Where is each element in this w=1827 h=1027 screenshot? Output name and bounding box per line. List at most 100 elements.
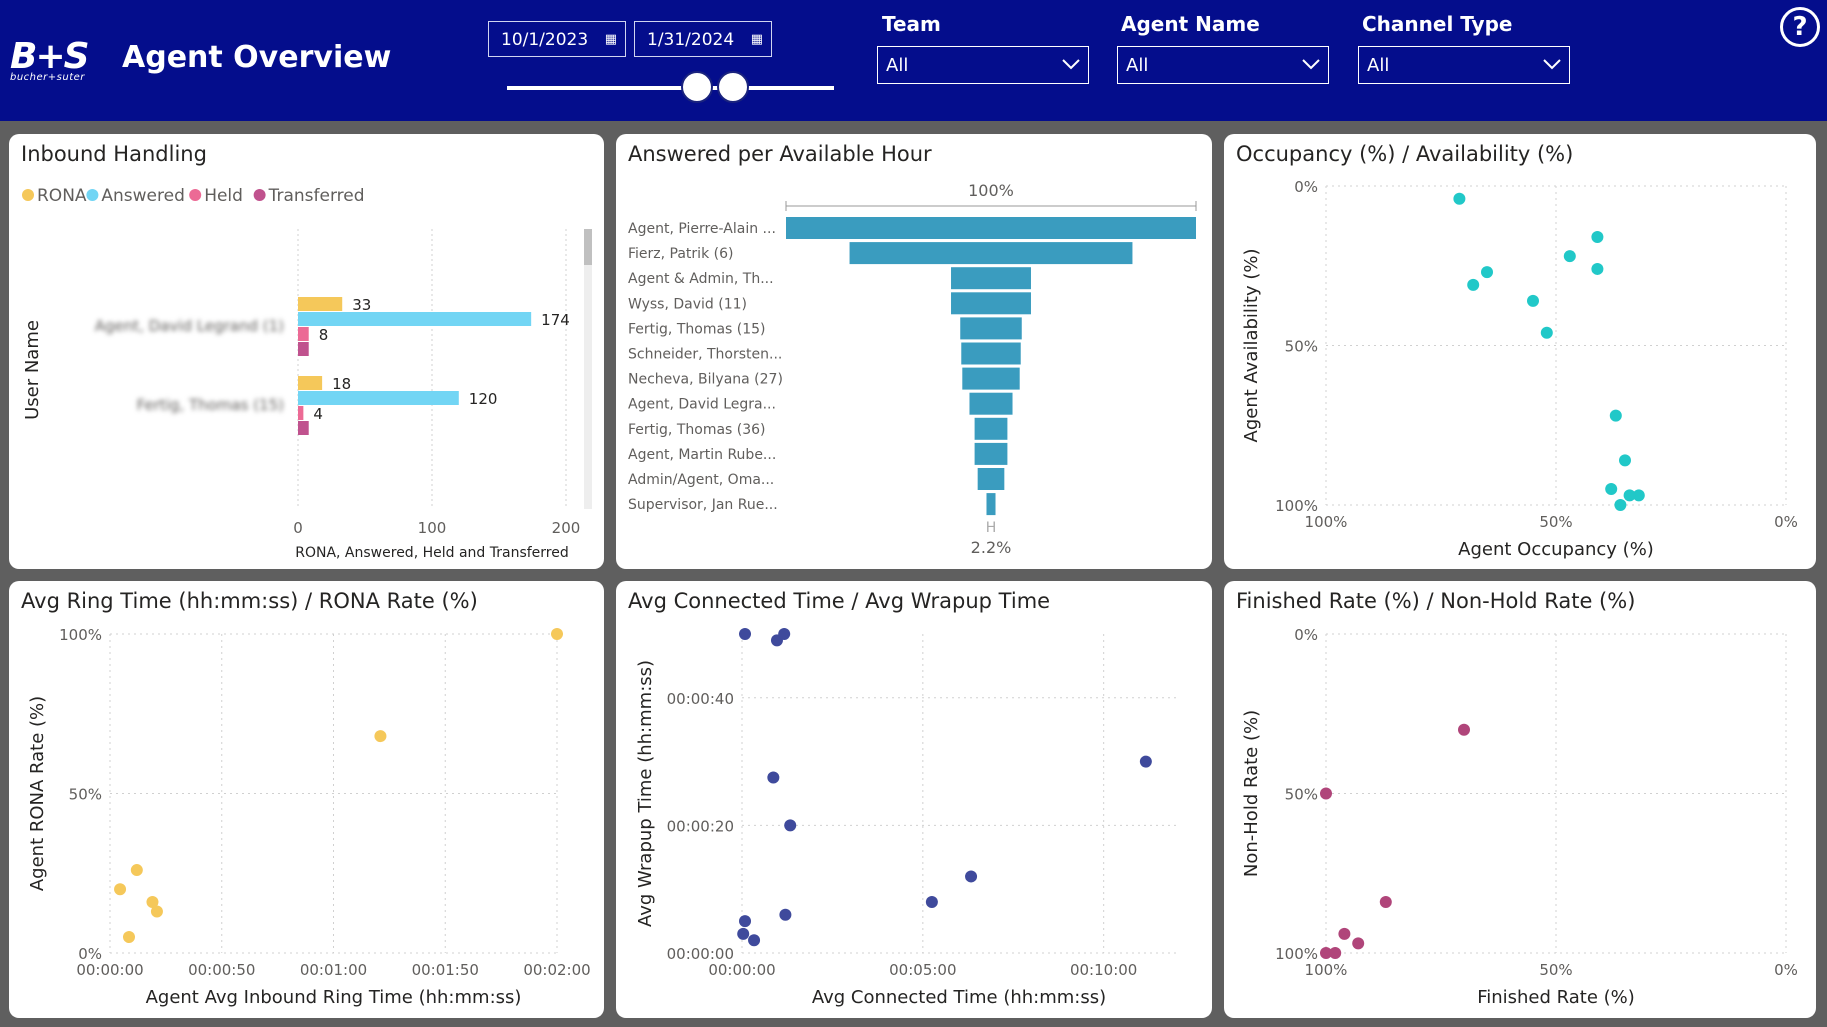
card-title: Answered per Available Hour [628, 142, 932, 166]
funnel-bar [969, 392, 1013, 415]
channel-type-filter-dropdown[interactable]: All [1358, 46, 1570, 84]
data-point [1591, 231, 1604, 244]
funnel-category-label: Supervisor, Jan Rue... [628, 497, 778, 513]
inbound-handling-card: Inbound Handling RONA Answered Held Transfe… [9, 134, 604, 569]
data-point [737, 927, 750, 940]
data-point [767, 771, 780, 784]
inbound-handling-chart[interactable]: RONA Answered Held Transferred 0 100 200 RONA, … [9, 134, 604, 569]
legend-label: RONA [37, 186, 87, 206]
data-label: 33 [352, 296, 371, 314]
card-title: Occupancy (%) / Availability (%) [1236, 142, 1574, 166]
legend-marker [86, 189, 99, 201]
chevron-down-icon [1302, 59, 1320, 70]
card-title: Inbound Handling [21, 142, 207, 166]
funnel-bar [977, 468, 1005, 490]
logo-mark: B+S [10, 36, 90, 77]
x-axis-title: Avg Connected Time (hh:mm:ss) [812, 987, 1106, 1008]
start-date-input[interactable]: 10/1/2023 ▦ [488, 21, 626, 57]
funnel-category-label: Schneider, Thorsten... [628, 347, 782, 363]
data-point [146, 895, 159, 908]
data-point [1352, 937, 1365, 950]
date-slider-end-handle[interactable] [716, 71, 749, 103]
y-tick-label: 0% [1294, 626, 1318, 644]
date-slider-start-handle[interactable] [680, 71, 713, 103]
funnel-bar [951, 267, 1031, 290]
end-date-input[interactable]: 1/31/2024 ▦ [634, 21, 772, 57]
help-icon[interactable]: ? [1780, 7, 1820, 47]
occupancy-availability-chart[interactable]: 0% 50% 100%100% 50% 0% Agent Occupancy (%) Age… [1224, 134, 1816, 569]
x-tick-label: 100% [1305, 961, 1348, 979]
x-tick-label: 00:01:00 [300, 961, 367, 979]
x-tick-label: 200 [552, 519, 581, 537]
data-point [374, 730, 387, 743]
data-point [1623, 489, 1636, 502]
ring-time-rona-card: Avg Ring Time (hh:mm:ss) / RONA Rate (%)… [9, 581, 604, 1018]
data-point [739, 915, 752, 928]
x-tick-label: 50% [1539, 961, 1572, 979]
card-title: Avg Ring Time (hh:mm:ss) / RONA Rate (%) [21, 589, 478, 613]
legend-label: Held [204, 186, 243, 206]
y-tick-label: 100% [1275, 945, 1318, 963]
team-filter-dropdown[interactable]: All [877, 46, 1089, 84]
y-tick-label: 50% [1285, 786, 1318, 804]
data-point [150, 905, 163, 918]
x-tick-label: 00:05:00 [889, 961, 956, 979]
data-label: 4 [313, 405, 323, 423]
data-label: 8 [319, 326, 329, 344]
calendar-icon[interactable]: ▦ [604, 32, 617, 47]
funnel-top-label: 100% [968, 181, 1014, 200]
funnel-category-label: Wyss, David (11) [628, 296, 747, 312]
data-point [1379, 895, 1392, 908]
y-tick-label: 50% [1285, 338, 1318, 356]
x-tick-label: 00:00:50 [188, 961, 255, 979]
data-point [739, 628, 752, 640]
agent-name-filter-label: Agent Name [1121, 12, 1260, 36]
ring-time-rona-chart[interactable]: 100% 50% 0%00:00:00 00:00:50 00:01:00 00:01:5… [9, 581, 604, 1018]
funnel-category-label: Agent, Martin Rube... [628, 447, 776, 463]
finished-nonhold-chart[interactable]: 0% 50% 100%100% 50% 0% Finished Rate (%) Non-H… [1224, 581, 1816, 1018]
legend-label: Answered [101, 186, 184, 206]
answered-per-hour-chart[interactable]: 100% Agent, Pierre-Alain ... Fierz, Patrik… [616, 134, 1212, 569]
end-date-value: 1/31/2024 [647, 30, 735, 50]
report-header: B+S bucher+suter Agent Overview 10/1/202… [0, 0, 1827, 121]
data-point [1591, 262, 1604, 275]
bar-transferred [298, 421, 309, 435]
answered-per-hour-card: Answered per Available Hour 100% Agent, P… [616, 134, 1212, 569]
data-point [122, 931, 135, 944]
date-range-slider-track[interactable] [507, 86, 834, 90]
bar-transferred [298, 342, 309, 356]
page-title: Agent Overview [122, 40, 392, 75]
agent-name-filter-value: All [1126, 55, 1149, 76]
x-tick-label: 00:01:50 [412, 961, 479, 979]
data-point [1338, 927, 1351, 940]
y-axis-title: User Name [22, 320, 43, 420]
x-axis-title: RONA, Answered, Held and Transferred [295, 545, 569, 561]
agent-name-filter-dropdown[interactable]: All [1117, 46, 1329, 84]
x-tick-label: 00:10:00 [1070, 961, 1137, 979]
funnel-bottom-mark: H [986, 520, 997, 536]
logo-subtitle: bucher+suter [10, 72, 85, 83]
x-tick-label: 50% [1539, 513, 1572, 531]
data-point [1540, 326, 1553, 339]
funnel-category-label: Agent, Pierre-Alain ... [628, 221, 776, 237]
funnel-category-label: Admin/Agent, Oma... [628, 472, 774, 488]
x-axis-title: Finished Rate (%) [1477, 987, 1635, 1008]
category-label: Agent, David Legrand (1) [95, 317, 284, 335]
funnel-bar [786, 217, 1196, 239]
y-tick-label: 00:00:00 [667, 945, 734, 963]
calendar-icon[interactable]: ▦ [750, 32, 763, 47]
funnel-bar [951, 292, 1031, 315]
x-tick-label: 00:00:00 [708, 961, 775, 979]
data-point [1632, 489, 1645, 502]
channel-type-filter-value: All [1367, 55, 1390, 76]
data-point [965, 870, 978, 883]
x-axis-title: Agent Occupancy (%) [1458, 539, 1654, 560]
data-point [1609, 409, 1622, 422]
card-title: Avg Connected Time / Avg Wrapup Time [628, 589, 1051, 613]
data-point [1320, 947, 1332, 959]
y-tick-label: 100% [59, 626, 102, 644]
bar-rona [298, 297, 343, 311]
x-tick-label: 0% [1774, 961, 1798, 979]
bucher-suter-logo: B+S bucher+suter [10, 36, 106, 86]
